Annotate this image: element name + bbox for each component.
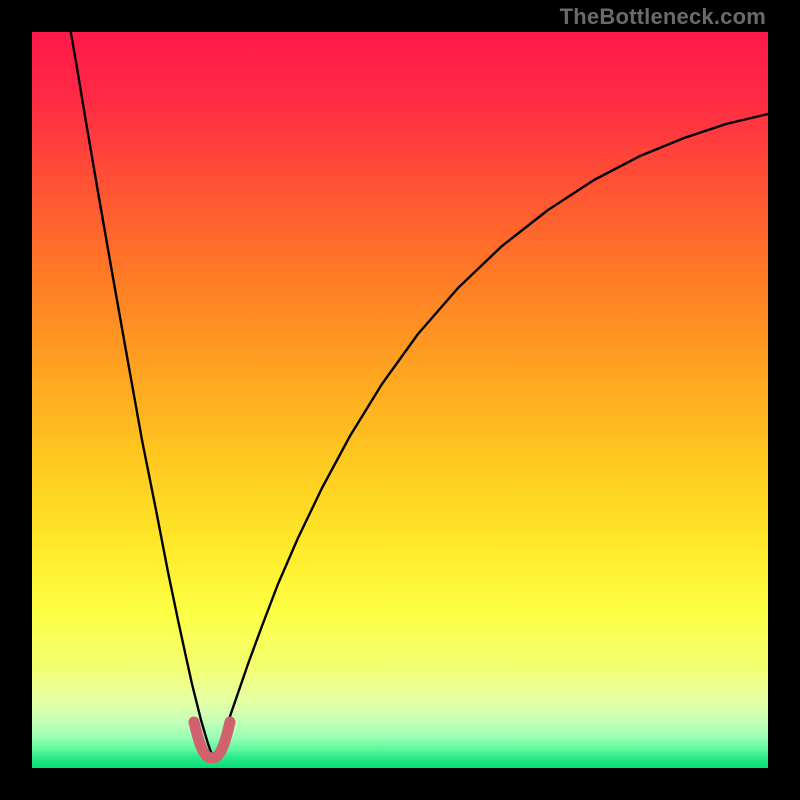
bottleneck-curve [69, 32, 768, 756]
plot-area [32, 32, 768, 768]
curve-layer [32, 32, 768, 768]
outer-frame: TheBottleneck.com [0, 0, 800, 800]
watermark-text: TheBottleneck.com [560, 4, 766, 30]
bottom-u-marker [194, 722, 230, 758]
